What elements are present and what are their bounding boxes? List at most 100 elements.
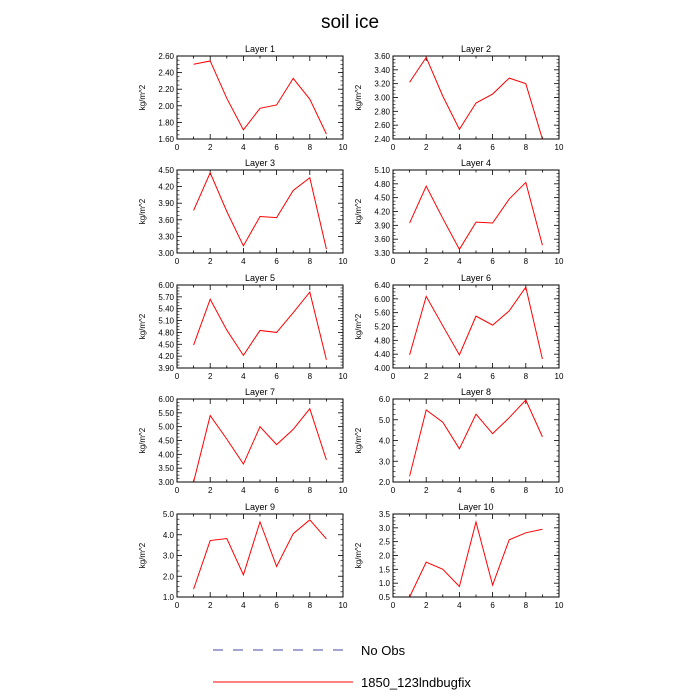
plot-frame [392,398,560,483]
y-tick-label: 1.60 [158,135,174,144]
x-tick-label: 0 [175,486,180,495]
x-tick-label: 8 [308,257,313,266]
x-tick-label: 10 [555,486,564,495]
y-tick-label: 5.20 [374,323,390,332]
panel-layer-10: Layer 10 kg/m^2 0 2 4 6 8 10 0.5 1.0 1.5 2.0 2.5 3.0 3… [354,502,564,610]
plot-frame [176,55,344,140]
panel-layer-5: Layer 5 kg/m^2 0 2 4 6 8 10 3.90 4.20 4.50 4.80 5.10… [138,273,348,381]
y-tick-label: 5.10 [374,166,390,175]
y-tick-label: 4.20 [158,352,174,361]
y-tick-label: 4.80 [374,180,390,189]
x-tick-label: 8 [308,486,313,495]
x-tick-label: 8 [524,486,529,495]
x-tick-label: 6 [490,486,495,495]
series-line [409,181,543,251]
legend-label-1: No Obs [361,643,406,658]
y-tick-label: 4.50 [158,437,174,446]
y-tick-label: 4.80 [374,336,390,345]
y-tick-label: 5.00 [158,423,174,432]
y-tick-label: 3.60 [158,216,174,225]
x-tick-label: 6 [274,486,279,495]
x-tick-label: 6 [490,257,495,266]
y-tick-label: 6.00 [158,281,174,290]
y-tick-label: 3.60 [374,52,390,61]
series-line [193,407,327,483]
x-tick-label: 4 [241,601,246,610]
y-axis-label: kg/m^2 [138,542,147,568]
x-tick-label: 10 [555,372,564,381]
x-tick-label: 0 [175,143,180,152]
x-tick-label: 8 [308,601,313,610]
x-tick-label: 8 [308,372,313,381]
y-tick-label: 5.50 [158,409,174,418]
y-tick-label: 2.00 [158,102,174,111]
y-tick-label: 6.00 [158,395,174,404]
series-line [409,520,543,598]
x-tick-label: 8 [524,601,529,610]
x-tick-label: 10 [339,372,348,381]
x-tick-label: 6 [274,372,279,381]
y-tick-label: 5.70 [158,293,174,302]
y-tick-label: 3.0 [379,524,391,533]
panel-layer-8: Layer 8 kg/m^2 0 2 4 6 8 10 2.0 3.0 4.0 5.0 6.0 [354,387,564,495]
plot-frame [176,169,344,254]
y-tick-label: 6.40 [374,281,390,290]
panel-layer-1: Layer 1 kg/m^2 0 2 4 6 8 10 1.60 1.80 2.00 2.20 2.40… [138,44,348,152]
series-line [193,171,327,250]
y-axis-label: kg/m^2 [138,427,147,453]
y-tick-label: 2.5 [379,538,391,547]
y-tick-label: 5.40 [158,305,174,314]
x-tick-label: 0 [391,257,396,266]
y-tick-label: 2.0 [379,552,391,561]
y-tick-label: 5.0 [163,510,175,519]
y-tick-label: 4.0 [379,437,391,446]
y-tick-label: 4.00 [374,364,390,373]
x-tick-label: 10 [339,143,348,152]
x-tick-label: 0 [175,257,180,266]
y-tick-label: 2.60 [374,121,390,130]
figure-title: soil ice [321,12,379,33]
y-tick-label: 5.10 [158,317,174,326]
plot-frame [392,55,560,140]
y-tick-label: 4.00 [158,450,174,459]
x-tick-label: 4 [241,257,246,266]
x-tick-label: 2 [424,601,429,610]
x-tick-label: 2 [208,143,213,152]
panel-layer-3: Layer 3 kg/m^2 0 2 4 6 8 10 3.00 3.30 3.60 3.90 4.20… [138,158,348,266]
y-tick-label: 2.60 [158,52,174,61]
x-tick-label: 4 [241,486,246,495]
legend: No Obs 1850_123lndbugfix [213,643,471,690]
plot-frame [392,169,560,254]
panel-title: Layer 2 [461,44,491,54]
series-line [409,56,543,140]
y-tick-label: 3.20 [374,80,390,89]
y-tick-label: 5.60 [374,309,390,318]
y-tick-label: 3.00 [158,249,174,258]
y-tick-label: 2.0 [379,478,391,487]
x-tick-label: 2 [424,486,429,495]
x-tick-label: 8 [524,143,529,152]
y-tick-label: 4.50 [374,194,390,203]
x-tick-label: 10 [555,257,564,266]
y-tick-label: 3.00 [158,478,174,487]
x-tick-label: 10 [339,486,348,495]
x-tick-label: 6 [490,372,495,381]
y-axis-label: kg/m^2 [354,542,363,568]
y-axis-label: kg/m^2 [138,198,147,224]
series-line [193,519,327,590]
y-tick-label: 2.40 [374,135,390,144]
x-tick-label: 2 [208,601,213,610]
y-tick-label: 4.50 [158,166,174,175]
x-tick-label: 4 [457,601,462,610]
panel-title: Layer 1 [245,44,275,54]
y-tick-label: 4.20 [374,208,390,217]
y-tick-label: 3.30 [374,249,390,258]
x-tick-label: 0 [391,486,396,495]
y-tick-label: 3.90 [158,199,174,208]
y-tick-label: 4.0 [163,531,175,540]
panel-layer-4: Layer 4 kg/m^2 0 2 4 6 8 10 3.30 3.60 3.90 4.20 4.50… [354,158,564,266]
x-tick-label: 2 [208,257,213,266]
x-tick-label: 8 [308,143,313,152]
series-line [193,291,327,360]
panel-layer-7: Layer 7 kg/m^2 0 2 4 6 8 10 3.00 3.50 4.00 4.50 5.00… [138,387,348,495]
